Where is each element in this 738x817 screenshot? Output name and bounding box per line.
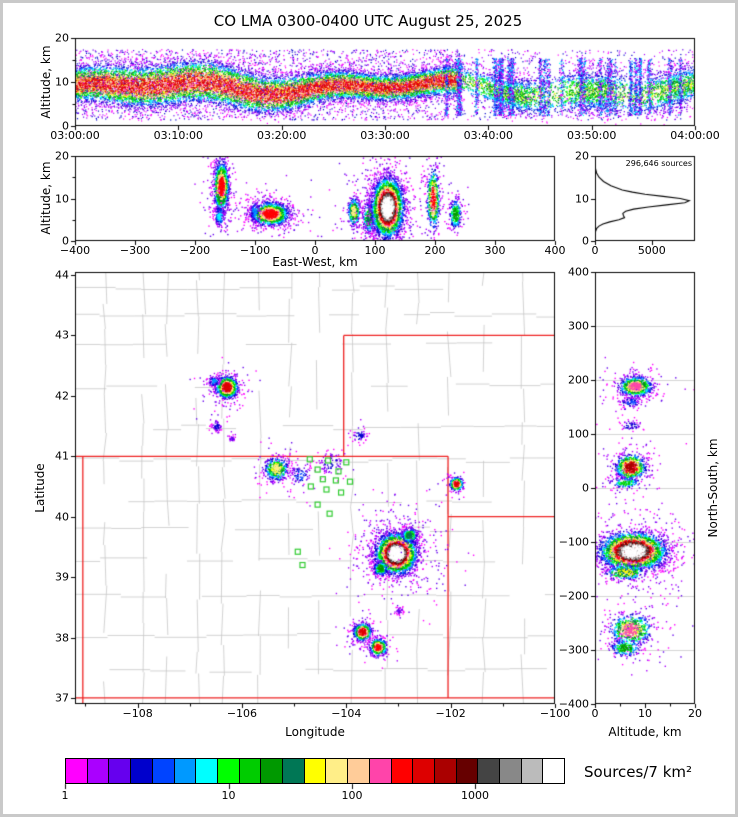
tick-label: 300 — [484, 244, 506, 257]
tick-label: 0 — [62, 119, 69, 133]
tick-label: 0 — [582, 481, 589, 495]
tick-label: 10 — [55, 75, 69, 89]
colorbar-segment — [369, 759, 392, 783]
tick-label: 10 — [638, 707, 652, 720]
ns-height-y-axis-label: North-South, km — [706, 438, 720, 538]
colorbar-segment — [283, 759, 305, 783]
colorbar-segment — [174, 759, 197, 783]
tick-label: −100 — [539, 707, 571, 720]
colorbar-segment — [217, 759, 240, 783]
tick-label: 100 — [341, 789, 363, 802]
colorbar-segment — [87, 759, 110, 783]
ew-height-y-axis-label: Altitude, km — [39, 161, 53, 235]
tick-label: 44 — [55, 268, 69, 282]
tick-label: 38 — [55, 631, 69, 645]
tick-label: −400 — [59, 244, 91, 257]
tick-label: 200 — [424, 244, 446, 257]
colorbar-segment — [500, 759, 522, 783]
tick-label: 200 — [568, 373, 589, 387]
colorbar-label: Sources/7 km² — [584, 763, 693, 781]
time-height-y-axis-label: Altitude, km — [39, 45, 53, 119]
colorbar-segment — [456, 759, 479, 783]
ns-x-axis-label: Altitude, km — [608, 725, 682, 739]
tick-label: 20 — [55, 31, 69, 45]
colorbar-segment — [196, 759, 218, 783]
tick-label: −100 — [239, 244, 271, 257]
map-y-axis-label: Latitude — [33, 463, 47, 513]
colorbar-segment — [109, 759, 132, 783]
tick-label: 03:10:00 — [153, 129, 204, 142]
tick-label: 20 — [575, 149, 589, 163]
tick-label: −108 — [122, 707, 153, 720]
tick-label: 20 — [688, 707, 702, 720]
tick-label: −300 — [119, 244, 151, 257]
colorbar-segment — [131, 759, 153, 783]
tick-label: 41 — [55, 449, 69, 463]
tick-label: 1 — [61, 789, 69, 802]
tick-label: −106 — [226, 707, 258, 720]
tick-label: 1000 — [461, 789, 489, 802]
tick-label: 400 — [568, 265, 589, 279]
tick-label: 37 — [55, 691, 69, 705]
colorbar — [65, 758, 565, 784]
figure-title: CO LMA 0300-0400 UTC August 25, 2025 — [213, 12, 523, 30]
tick-label: −200 — [558, 589, 589, 603]
tick-label: 10 — [221, 789, 236, 802]
tick-label: 0 — [591, 244, 599, 257]
tick-label: 5000 — [637, 244, 666, 257]
tick-label: 10 — [55, 192, 69, 205]
tick-label: −200 — [179, 244, 211, 257]
ew-x-axis-label: East-West, km — [272, 255, 358, 269]
tick-label: 100 — [364, 244, 386, 257]
tick-label: 0 — [62, 234, 69, 248]
tick-label: 0 — [582, 234, 589, 248]
tick-label: 20 — [55, 149, 69, 163]
tick-label: −400 — [558, 697, 589, 711]
tick-label: 400 — [544, 244, 566, 257]
tick-label: 03:00:00 — [50, 129, 100, 142]
tick-label: 42 — [55, 389, 69, 403]
tick-label: −102 — [435, 707, 466, 720]
colorbar-segment — [261, 759, 284, 783]
tick-label: 04:00:00 — [670, 129, 720, 142]
colorbar-segment — [391, 759, 414, 783]
tick-label: 03:50:00 — [566, 129, 617, 142]
tick-label: 03:20:00 — [256, 129, 307, 142]
tick-label: 10 — [575, 192, 589, 205]
tick-label: 300 — [568, 319, 589, 333]
tick-label: 03:30:00 — [360, 129, 410, 142]
tick-label: 03:40:00 — [463, 129, 514, 142]
colorbar-segment — [66, 759, 88, 783]
tick-label: −300 — [558, 643, 589, 657]
map-x-axis-label: Longitude — [285, 725, 345, 739]
tick-label: 100 — [568, 427, 589, 441]
tick-label: 39 — [55, 570, 69, 584]
colorbar-segment — [434, 759, 457, 783]
colorbar-segment — [543, 759, 565, 783]
tick-label: 0 — [311, 244, 319, 257]
colorbar-segment — [152, 759, 175, 783]
colorbar-segment — [478, 759, 501, 783]
source-count-annotation: 296,646 sources — [625, 159, 692, 168]
tick-label: −104 — [331, 707, 362, 720]
tick-label: 43 — [55, 328, 69, 342]
colorbar-segment — [304, 759, 327, 783]
colorbar-segment — [326, 759, 349, 783]
tick-label: 0 — [591, 707, 599, 720]
colorbar-segment — [521, 759, 544, 783]
tick-label: 40 — [55, 510, 69, 524]
colorbar-segment — [348, 759, 370, 783]
tick-label: −100 — [558, 535, 589, 549]
colorbar-segment — [413, 759, 435, 783]
colorbar-segment — [239, 759, 262, 783]
